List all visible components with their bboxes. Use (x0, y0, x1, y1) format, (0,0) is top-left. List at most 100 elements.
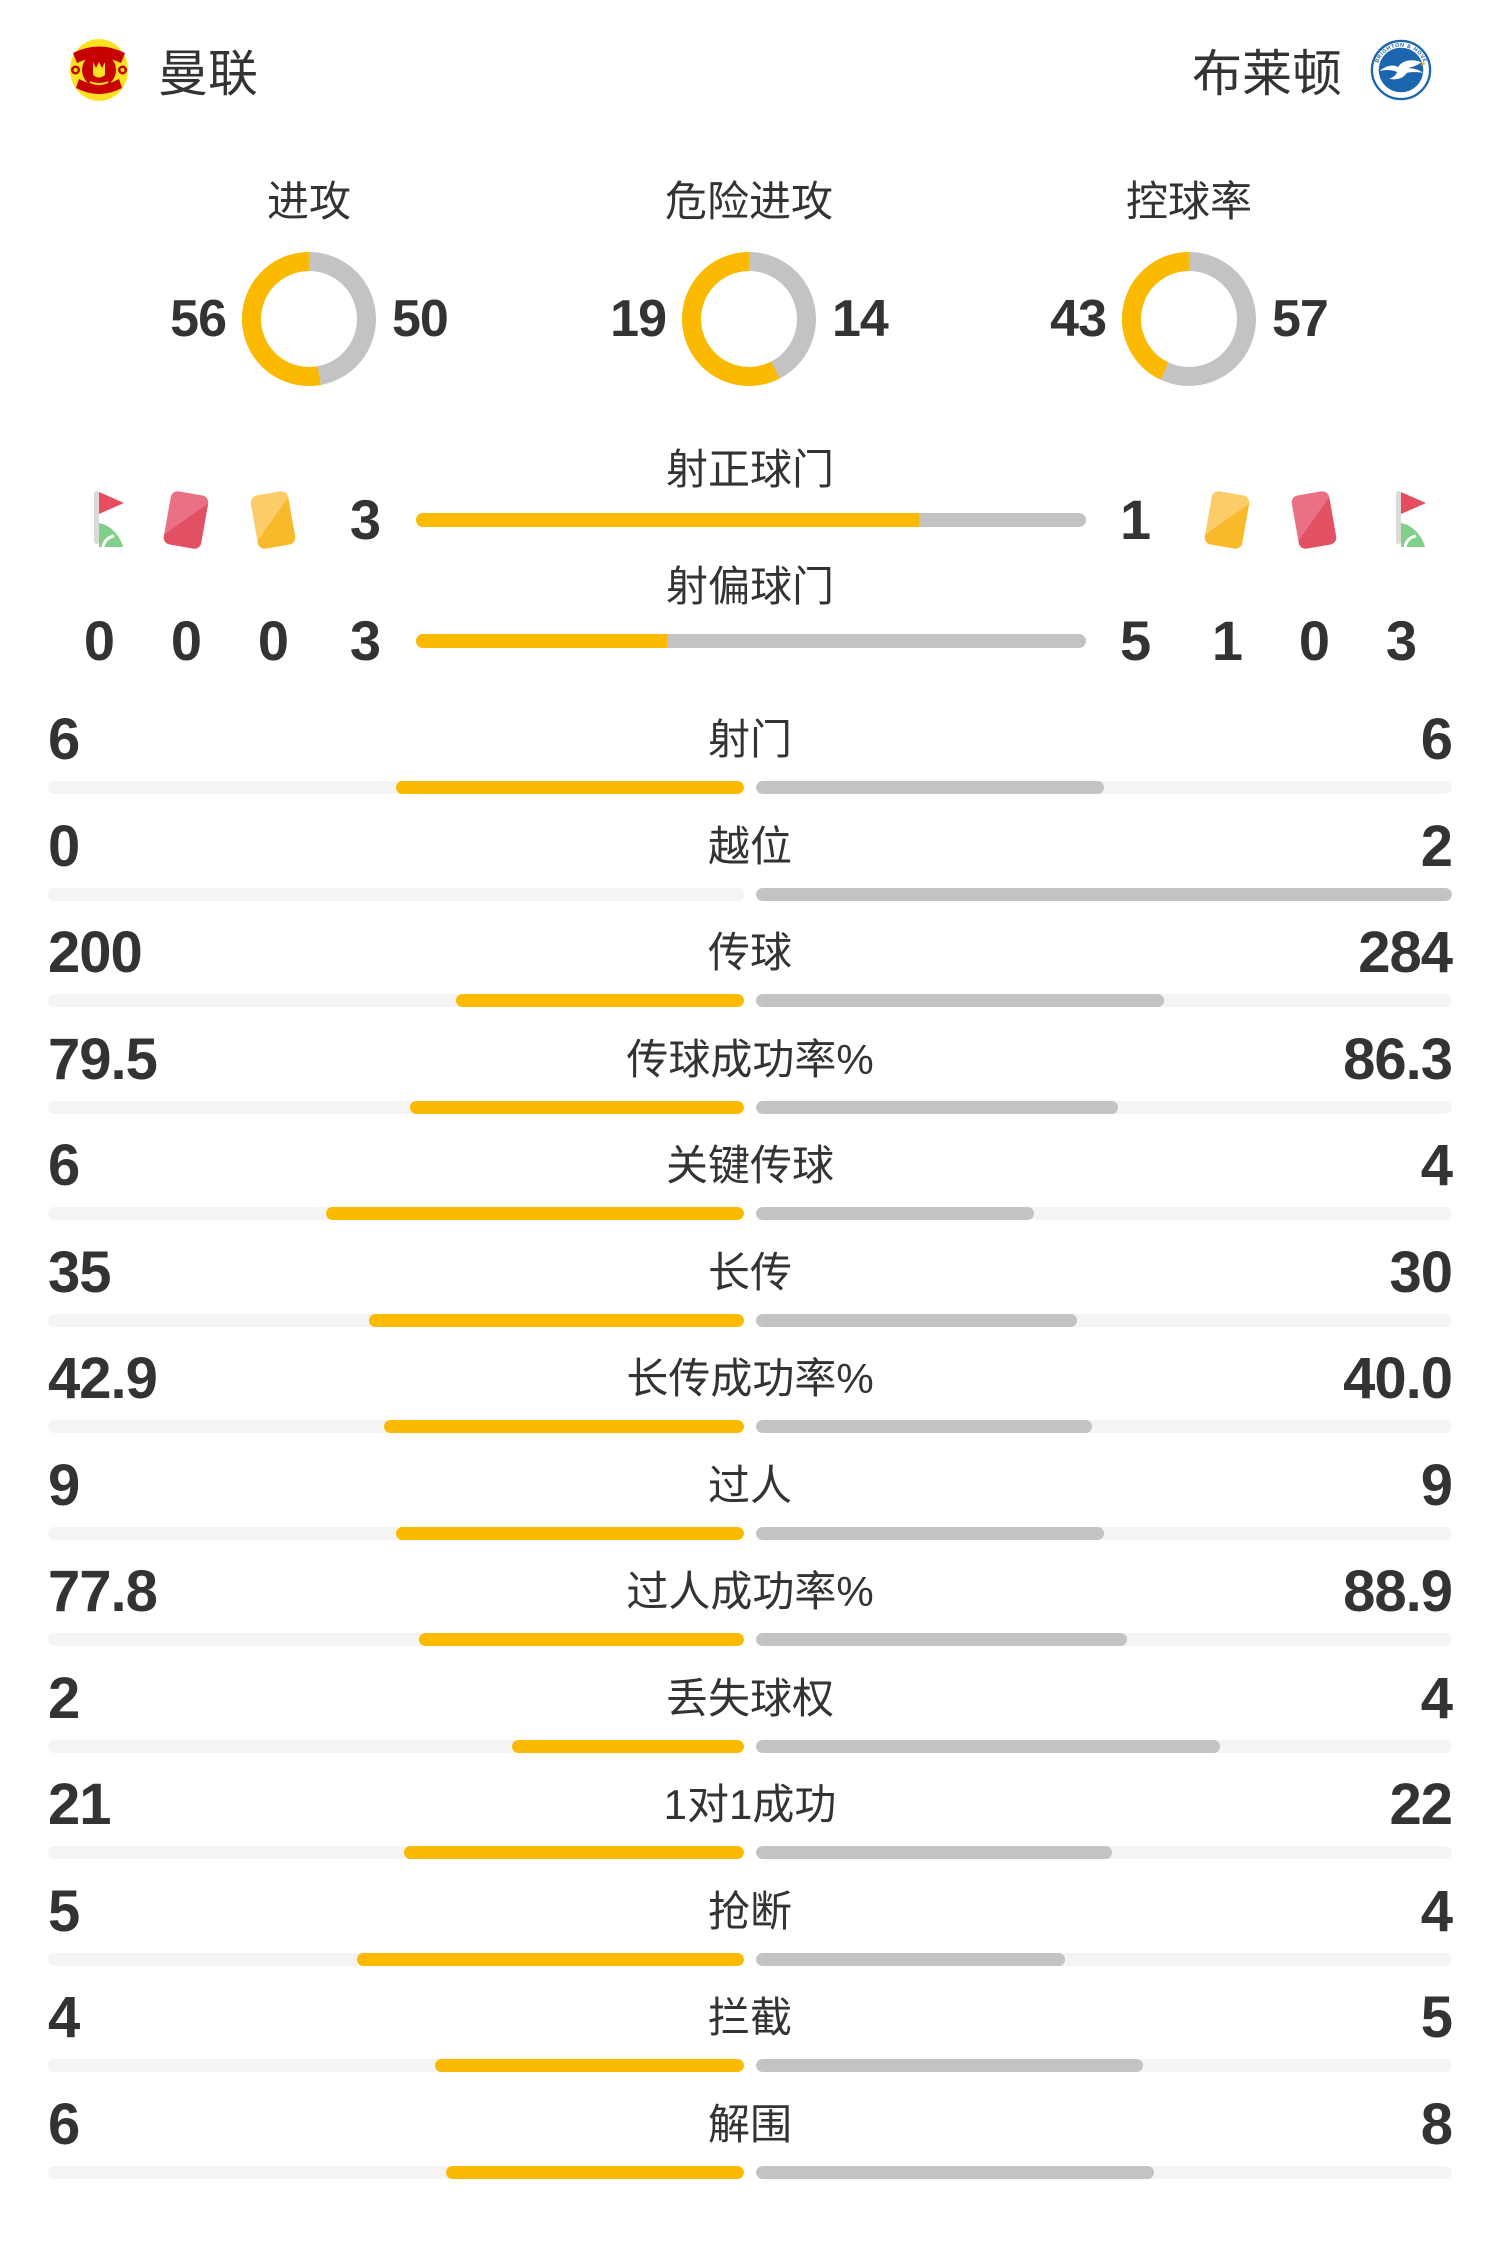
stat-text: 42.9 长传成功率% 40.0 (48, 1346, 1453, 1411)
stat-label: 传球 (707, 929, 792, 976)
stat-home-value: 21 (48, 1772, 112, 1837)
donut-away-value: 14 (832, 290, 889, 348)
stat-away-value: 4 (1420, 1665, 1453, 1731)
stat-away-value: 4 (1420, 1878, 1453, 1944)
away-bar-track (756, 2059, 1452, 2072)
home-bar-track (48, 1952, 744, 1966)
stat-bars (48, 887, 1452, 901)
stat-label: 射门 (707, 716, 792, 763)
stat-text: 0 越位 2 (48, 813, 1453, 879)
away-red-cards-count: 0 (1298, 609, 1330, 672)
away-bar-fill (756, 1739, 1221, 1753)
away-bar-track (756, 1846, 1452, 1859)
stat-label: 过人成功率% (626, 1568, 874, 1615)
away-corners-count: 3 (1385, 609, 1417, 672)
stats-list: 6 射门 6 0 越位 2 200 传球 284 79.5 传球成功率% 86.3 6 关键传球 4 35 长传… (48, 710, 1453, 2201)
stat-home-value: 200 (48, 920, 143, 985)
stat-row-0: 6 射门 6 (48, 710, 1453, 817)
stat-home-value: 79.5 (48, 1026, 158, 1092)
away-bar-fill (756, 1207, 1035, 1220)
stat-text: 5 抢断 4 (48, 1878, 1453, 1944)
away-bar-track (756, 1207, 1452, 1220)
stat-home-value: 9 (48, 1452, 80, 1518)
shots-off-target-title: 射偏球门 (665, 563, 834, 610)
stat-label: 解围 (707, 2100, 792, 2148)
overview-donut-charts: 进攻 56 50 危险进攻 19 14 控球率 43 57 (158, 178, 1340, 386)
home-discipline-icons (72, 489, 300, 551)
home-bar-track (48, 1100, 744, 1114)
home-bar-track (48, 2059, 744, 2072)
donut-label: 危险进攻 (664, 178, 833, 225)
stat-row-6: 42.9 长传成功率% 40.0 (48, 1346, 1453, 1456)
away-bar-fill (756, 1313, 1078, 1327)
stat-row-11: 5 抢断 4 (48, 1878, 1453, 1989)
home-bar-track (48, 1207, 744, 1220)
stat-label: 越位 (707, 822, 792, 870)
home-bar-track (48, 781, 744, 794)
stat-away-value: 2 (1420, 813, 1453, 879)
stat-bars (48, 781, 1452, 794)
shots-off-target-bar (416, 634, 1086, 648)
away-bar-fill (756, 2059, 1143, 2072)
away-bar-fill (756, 994, 1165, 1007)
home-bar-fill (410, 1100, 744, 1114)
away-bar-track (756, 1526, 1452, 1540)
corner-flag-icon (72, 489, 126, 551)
stat-row-8: 77.8 过人成功率% 88.9 (48, 1562, 1453, 1669)
home-bar-track (48, 2165, 744, 2179)
away-discipline-counts: 1 0 3 (1200, 604, 1428, 678)
stat-label: 拦截 (707, 1994, 792, 2041)
home-yellow-cards-count: 0 (257, 609, 289, 672)
donut-values-row: 56 50 (156, 252, 462, 386)
stat-row-9: 2 丢失球权 4 (48, 1665, 1453, 1776)
stat-home-value: 4 (48, 1985, 80, 2050)
donut-label: 控球率 (1125, 178, 1252, 225)
away-bar-fill (756, 1633, 1128, 1646)
shots-off-target-away-value: 5 (1120, 609, 1151, 672)
stat-row-10: 21 1对1成功 22 (48, 1772, 1453, 1882)
stat-row-4: 6 关键传球 4 (48, 1133, 1453, 1243)
away-bar-track (756, 1420, 1452, 1433)
home-bar-fill (326, 1207, 744, 1220)
stat-row-1: 0 越位 2 (48, 813, 1453, 924)
away-discipline-icons (1200, 489, 1428, 551)
away-team-name: 布莱顿 (1192, 46, 1342, 102)
stat-bars (48, 1633, 1452, 1646)
away-bar-track (756, 1313, 1452, 1327)
donut-values-row: 19 14 (596, 252, 902, 386)
away-bar-track (756, 1100, 1452, 1114)
away-bar-track (756, 2165, 1452, 2179)
away-team-header[interactable]: 布莱顿 BRIGHTON & HOVE ALBION (1192, 34, 1432, 106)
stat-bars (48, 1739, 1452, 1753)
stat-text: 6 关键传球 4 (48, 1133, 1453, 1198)
away-bar-fill (756, 887, 1452, 901)
stat-bars (48, 1207, 1452, 1220)
stat-row-2: 200 传球 284 (48, 920, 1453, 1030)
stat-away-value: 9 (1420, 1452, 1453, 1518)
home-bar-fill (357, 1952, 744, 1966)
stat-home-value: 6 (48, 2091, 80, 2157)
home-bar-track (48, 1313, 744, 1327)
stat-text: 79.5 传球成功率% 86.3 (48, 1026, 1453, 1092)
stat-home-value: 6 (48, 1133, 80, 1198)
away-bar-track (756, 1739, 1452, 1753)
home-bar-track (48, 1633, 744, 1646)
home-bar-fill (396, 1526, 744, 1540)
home-bar-track (48, 1846, 744, 1859)
stat-away-value: 40.0 (1343, 1346, 1453, 1411)
stat-home-value: 2 (48, 1665, 80, 1731)
stat-text: 6 射门 6 (48, 711, 1453, 769)
shots-off-target-home-value: 3 (349, 609, 381, 672)
stat-bars (48, 1952, 1452, 1966)
home-team-header[interactable]: 曼联 (68, 34, 258, 106)
stat-bars (48, 994, 1452, 1007)
shots-on-target-bar (416, 513, 1086, 527)
stat-text: 35 长传 30 (48, 1243, 1453, 1301)
home-bar-fill (512, 1739, 744, 1753)
stat-bars (48, 1313, 1452, 1327)
stat-label: 关键传球 (665, 1142, 834, 1189)
svg-text:ALBION: ALBION (1388, 81, 1414, 90)
stat-bars (48, 1846, 1452, 1859)
donut-home-value: 56 (170, 290, 227, 348)
